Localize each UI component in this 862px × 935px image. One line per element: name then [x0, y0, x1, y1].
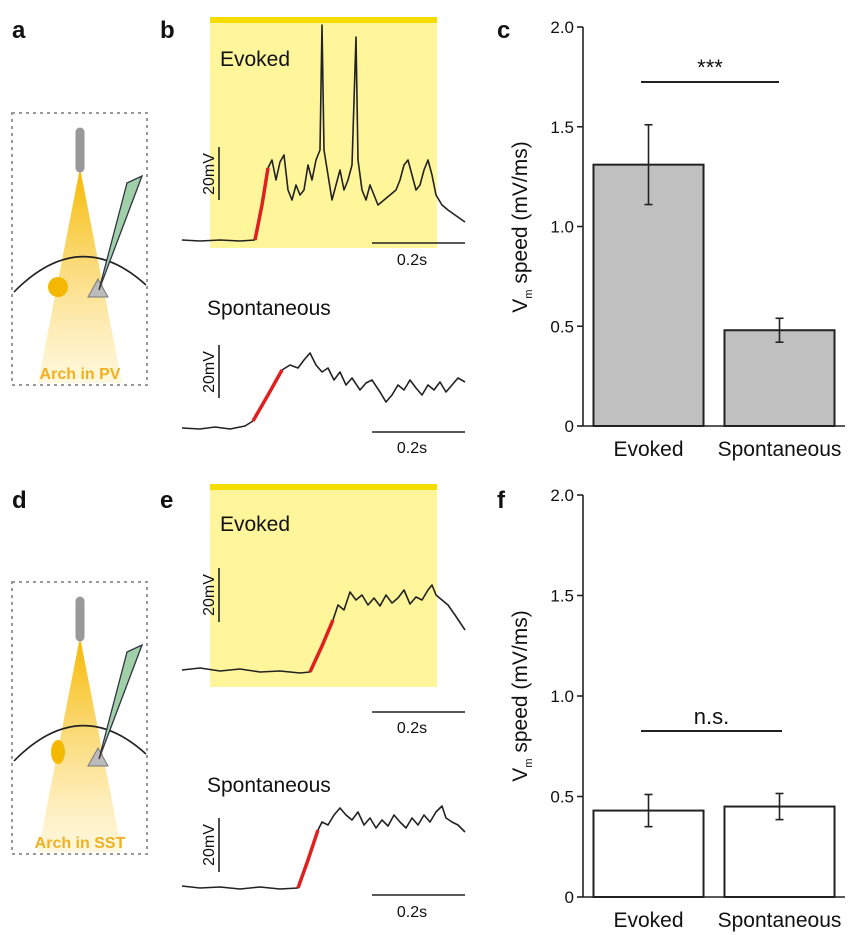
scale-label: 20mV	[201, 351, 218, 393]
error-bar	[775, 317, 784, 344]
y-tick-label: 2.0	[550, 18, 574, 37]
panel-letter: f	[497, 487, 506, 514]
error-bar	[644, 793, 653, 828]
scale-label: 0.2s	[397, 904, 427, 921]
error-bar	[775, 792, 784, 821]
y-axis-label-part: V	[509, 768, 532, 782]
y-axis-label-part: V	[509, 299, 532, 313]
y-axis-label-sub: m	[523, 759, 535, 768]
trace-label: Evoked	[220, 48, 290, 71]
y-tick-label: 1.5	[550, 118, 574, 137]
trace-label: Spontaneous	[207, 774, 331, 797]
trace-panel: Evoked 20mV 0.2s Spontaneous 20mV 0.2s	[181, 484, 466, 921]
x-tick-label: Evoked	[613, 438, 683, 461]
y-axis-label: Vm speed (mV/ms)	[509, 610, 535, 781]
y-tick-label: 1.5	[550, 587, 574, 606]
panel-letter: a	[12, 17, 26, 44]
panel-letter: d	[12, 487, 27, 514]
scale-label: 0.2s	[397, 440, 427, 457]
trace-panel: Evoked 20mV 0.2s Spontaneous 20mV 0.2s	[181, 17, 466, 457]
y-tick-label: 0	[565, 888, 574, 907]
schematic: Arch in SST	[11, 581, 148, 855]
y-axis-label-part: speed (mV/ms)	[509, 610, 532, 758]
trace-label: Evoked	[220, 513, 290, 536]
schematic: Arch in PV	[11, 112, 148, 386]
scale-label: 20mV	[201, 574, 218, 616]
annotation: ***	[697, 55, 723, 80]
caption: Arch in SST	[35, 835, 126, 852]
y-tick-label: 1.0	[550, 218, 574, 237]
y-tick-label: 0	[565, 417, 574, 436]
bar	[592, 163, 705, 427]
y-tick-label: 1.0	[550, 687, 574, 706]
bar	[723, 805, 836, 898]
annotation: n.s.	[694, 704, 729, 729]
scale-label: 0.2s	[397, 252, 427, 269]
y-axis-label-sub: m	[523, 290, 535, 299]
x-tick-label: Spontaneous	[718, 438, 842, 461]
y-axis-label-part: speed (mV/ms)	[509, 141, 532, 289]
scale-label: 20mV	[201, 153, 218, 195]
scale-label: 0.2s	[397, 720, 427, 737]
y-tick-label: 0.5	[550, 317, 574, 336]
scale-label: 20mV	[201, 824, 218, 866]
x-tick-label: Evoked	[613, 909, 683, 932]
y-axis-label: Vm speed (mV/ms)	[509, 141, 535, 312]
caption: Arch in PV	[40, 366, 121, 383]
bar	[723, 329, 836, 427]
y-tick-label: 0.5	[550, 788, 574, 807]
panel-letter: e	[160, 487, 173, 514]
panel-letter: c	[497, 17, 510, 44]
y-tick-label: 2.0	[550, 486, 574, 505]
trace-label: Spontaneous	[207, 297, 331, 320]
error-bar	[644, 123, 653, 206]
panel-letter: b	[160, 17, 175, 44]
x-tick-label: Spontaneous	[718, 909, 842, 932]
